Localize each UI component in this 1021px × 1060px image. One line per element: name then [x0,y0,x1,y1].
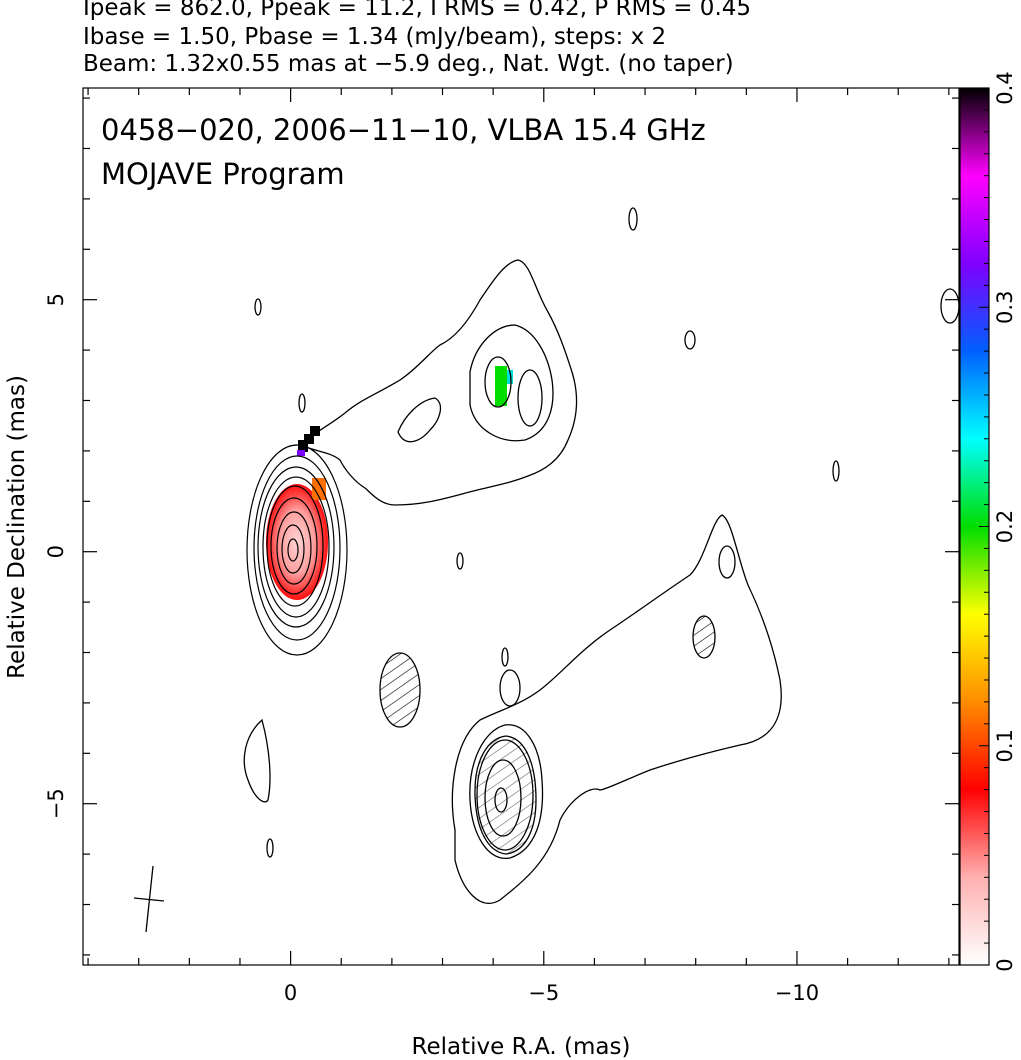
x-axis-label: Relative R.A. (mas) [412,1034,631,1060]
y-tick-label: 0 [44,545,68,558]
plot-title: 0458−020, 2006−11−10, VLBA 15.4 GHz [101,113,706,147]
x-tick-label: 0 [284,981,297,1005]
header-line-3: Beam: 1.32x0.55 mas at −5.9 deg., Nat. W… [83,51,734,77]
colorbar-tick-label: 0.4 [993,71,1017,104]
contour-northern-jet-outer [298,259,578,506]
contour-small-oval-south [499,669,521,707]
contour-northern-knot-a [484,356,512,408]
plot-frame [82,87,960,966]
contour-southern-knot-hatched [474,735,537,855]
contour-negative-east [692,615,716,659]
core-contours [246,444,348,656]
colorbar-tick-label: 0 [993,958,1017,971]
contour-knot-tip [718,545,736,579]
x-tick-label: −5 [528,981,559,1005]
contour-northern-jet-inner [469,324,554,442]
y-tick-label: 5 [44,293,68,306]
y-axis-ticks: 5 0 −5 [44,97,959,956]
colorbar-tick-label: 0.2 [993,510,1017,543]
x-axis-ticks: 0 −5 −10 [87,88,950,1005]
beam-cross [133,865,165,933]
colorbar-tick-label: 0.1 [993,729,1017,762]
jet-polarization-purple [297,450,305,456]
y-tick-label: −5 [44,788,68,819]
isolated-contours [243,207,959,858]
contour-southern-knot-2 [469,724,544,859]
contour-negative-west [379,652,421,728]
colorbar-tick-label: 0.3 [993,291,1017,324]
contour-northern-knot-b [517,369,543,427]
contour-southern-jet-outer [451,514,782,904]
x-tick-label: −10 [775,981,819,1005]
plot-subtitle: MOJAVE Program [101,157,345,191]
colorbar: 0 0.1 0.2 0.3 0.4 [959,71,1017,972]
y-axis-label: Relative Declination (mas) [4,375,30,679]
header-line-2: Ibase = 1.50, Pbase = 1.34 (mJy/beam), s… [83,24,667,50]
contour-jet-knot-small [397,397,442,443]
knot-polarization-green [495,366,507,406]
header-line-1: Ipeak = 862.0, Ppeak = 11.2, I RMS = 0.4… [83,0,752,21]
knot-polarization-cyan [507,370,513,384]
core-polarization-orange [312,478,326,500]
